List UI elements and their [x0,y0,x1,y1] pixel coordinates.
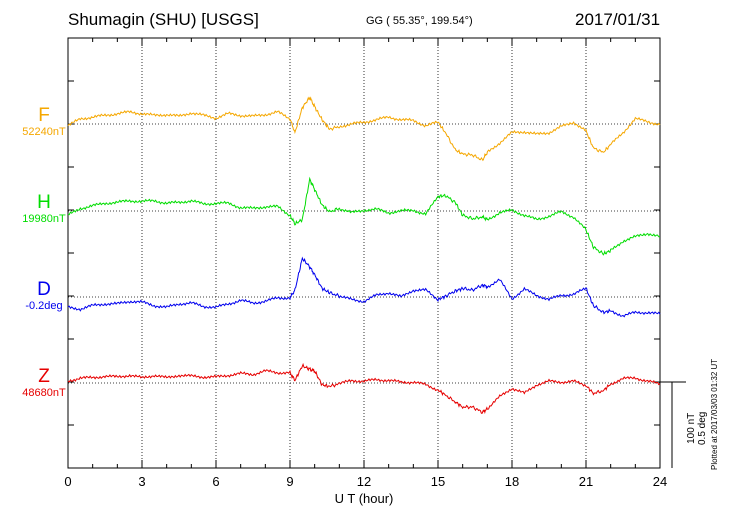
geo-coordinates: GG ( 55.35°, 199.54°) [366,15,473,27]
plotted-timestamp: Plotted at 2017/03/03 01:32 UT [710,358,719,470]
label-z-name: Z [38,366,50,387]
series-line-h [67,176,661,256]
grid [68,38,660,468]
label-d-name: D [37,279,51,300]
plot-frame [67,37,661,469]
scale-bar [660,381,686,468]
label-f-baseline: 52240nT [22,126,66,138]
label-h: H 19980nT [16,193,72,226]
scale-nt: 100 nT [686,412,697,444]
label-d-baseline: -0.2deg [25,300,63,312]
label-f: F 52240nT [16,106,72,139]
x-tick-label: 15 [431,474,445,489]
label-h-name: H [37,192,51,213]
x-tick-label: 12 [357,474,371,489]
label-d: D -0.2deg [16,280,72,313]
x-tick-label: 18 [505,474,519,489]
plot-date: 2017/01/31 [575,10,661,29]
series-line-z [67,362,661,415]
label-z-baseline: 48680nT [22,387,66,399]
axis-ticks: 0 3 6 9 12 15 18 21 24 [64,38,667,489]
x-tick-label: 21 [579,474,593,489]
x-tick-label: 24 [653,474,667,489]
label-z: Z 48680nT [16,367,72,400]
x-tick-label: 0 [64,474,71,489]
series-line-f [67,96,661,162]
scale-deg: 0.5 deg [697,411,708,445]
x-axis-label: U T (hour) [335,491,394,506]
scale-label: 100 nT 0.5 deg [686,412,708,445]
label-f-name: F [38,105,50,126]
series-line-d [67,256,661,318]
label-h-baseline: 19980nT [22,213,66,225]
series-group [67,96,661,415]
x-tick-label: 9 [286,474,293,489]
x-tick-label: 6 [212,474,219,489]
station-title: Shumagin (SHU) [USGS] [68,10,259,29]
x-tick-label: 3 [138,474,145,489]
